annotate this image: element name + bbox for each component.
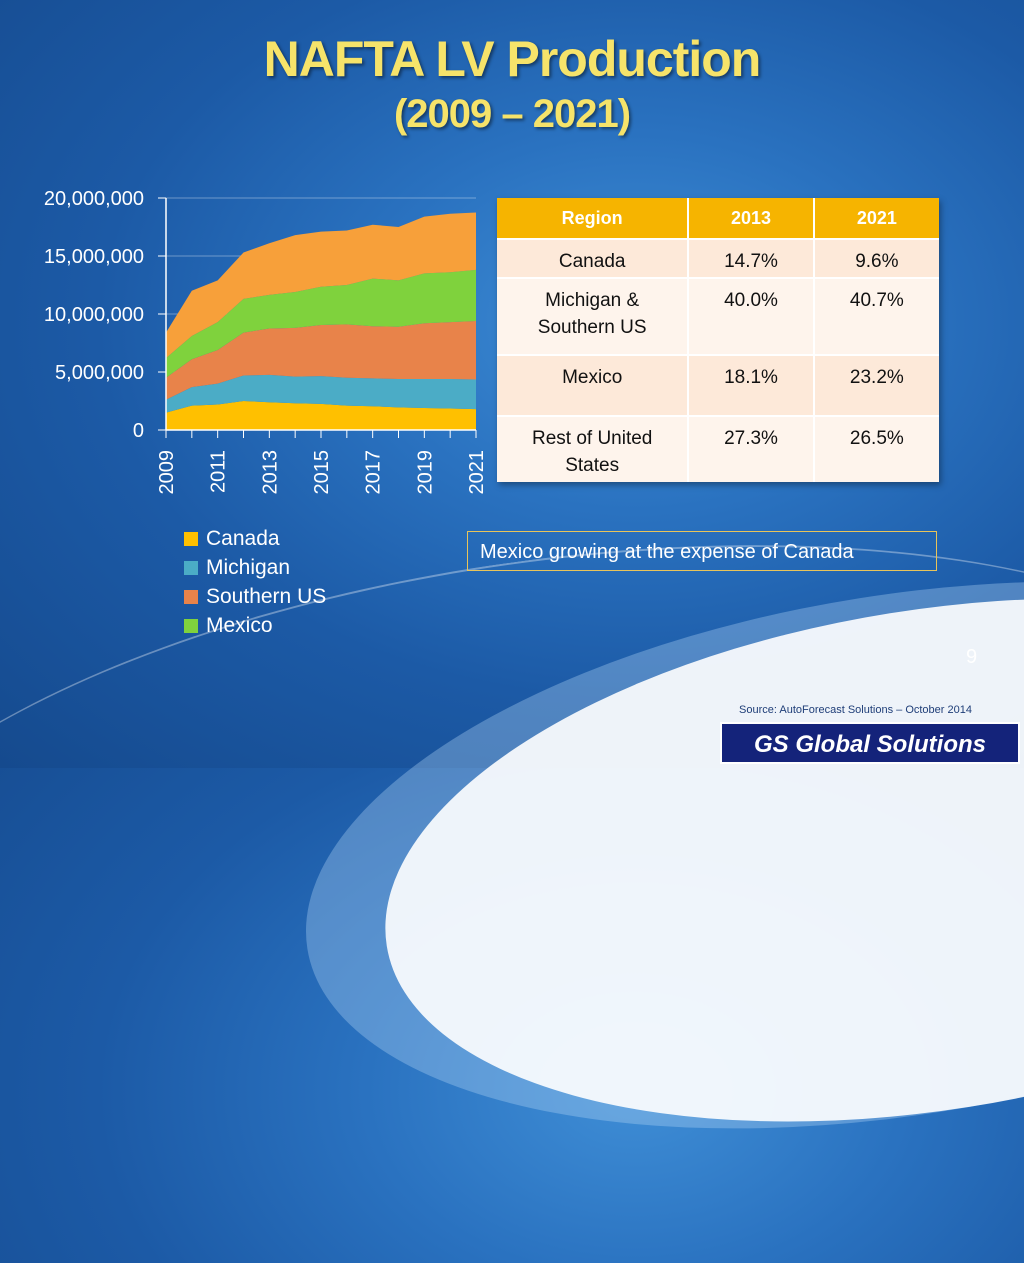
x-tick-label: 2011 [208, 450, 230, 493]
legend-label: Michigan [206, 555, 291, 579]
table-cell: 9.6% [813, 238, 939, 278]
x-tick-label: 2015 [311, 450, 333, 495]
table-header-row: Region 2013 2021 [497, 198, 939, 239]
table-cell: 26.5% [813, 415, 939, 482]
table-cell: 27.3% [688, 415, 815, 482]
table-row: Rest of United States 27.3% 26.5% [497, 415, 939, 482]
table-row: Canada 14.7% 9.6% [497, 238, 939, 278]
legend-swatch [184, 531, 198, 546]
y-tick-label: 0 [133, 420, 144, 442]
table-header-2013: 2013 [688, 198, 815, 239]
y-tick-label: 10,000,000 [44, 304, 144, 326]
callout-note: Mexico growing at the expense of Canada [467, 531, 937, 571]
table-row: Michigan & Southern US 40.0% 40.7% [497, 277, 939, 355]
x-tick-label: 2013 [259, 450, 281, 495]
legend-item-southern-us: Southern US [184, 582, 326, 611]
y-tick-label: 15,000,000 [44, 246, 144, 268]
area-southern-us [166, 321, 476, 400]
area-canada [166, 401, 476, 430]
legend-swatch [184, 560, 198, 575]
cell-text: Michigan & Southern US [537, 290, 647, 338]
table-cell: 40.7% [813, 277, 939, 355]
legend-swatch [184, 589, 198, 604]
table-cell: Michigan & Southern US [497, 277, 690, 355]
source-citation: Source: AutoForecast Solutions – October… [739, 704, 972, 716]
x-tick-label: 2019 [414, 450, 436, 495]
table-header-2021: 2021 [813, 198, 939, 239]
background-swoosh-line [0, 458, 1024, 1263]
y-tick-label: 20,000,000 [44, 188, 144, 210]
table-cell: 14.7% [688, 238, 815, 278]
table-cell: Rest of United States [497, 415, 690, 482]
page-number: 9 [966, 646, 978, 668]
x-tick-label: 2009 [156, 450, 178, 495]
stacked-area-chart: 20,000,000 15,000,000 10,000,000 5,000,000 0… [44, 188, 488, 495]
area-michigan [166, 374, 476, 413]
area-rest-of-united-states [166, 212, 476, 359]
table-cell: Mexico [497, 354, 690, 416]
region-share-table: Region 2013 2021 Canada 14.7% 9.6% Michi… [497, 198, 939, 482]
chart-legend: Canada Michigan Southern US Mexico [184, 524, 326, 640]
cell-text: Rest of United States [531, 428, 653, 476]
table-cell: 40.0% [688, 277, 815, 355]
slide-title: NAFTA LV Production [263, 31, 762, 87]
legend-swatch [184, 618, 198, 633]
x-tick-label: 2017 [363, 450, 385, 495]
legend-label: Southern US [206, 584, 327, 608]
table-cell: 18.1% [688, 354, 815, 416]
table-cell: 23.2% [813, 354, 939, 416]
brand-logo: GS Global Solutions [720, 722, 1020, 764]
table-row: Mexico 18.1% 23.2% [497, 354, 939, 416]
legend-label: Canada [206, 526, 280, 550]
legend-label: Mexico [206, 613, 273, 637]
table-cell: Canada [497, 238, 690, 278]
slide-subtitle: (2009 – 2021) [393, 92, 631, 136]
x-tick-label: 2021 [466, 450, 488, 495]
table-header-region: Region [497, 198, 690, 239]
legend-item-canada: Canada [184, 524, 326, 553]
y-tick-label: 5,000,000 [55, 362, 144, 384]
legend-item-michigan: Michigan [184, 553, 326, 582]
area-mexico [166, 269, 476, 378]
legend-item-mexico: Mexico [184, 611, 326, 640]
